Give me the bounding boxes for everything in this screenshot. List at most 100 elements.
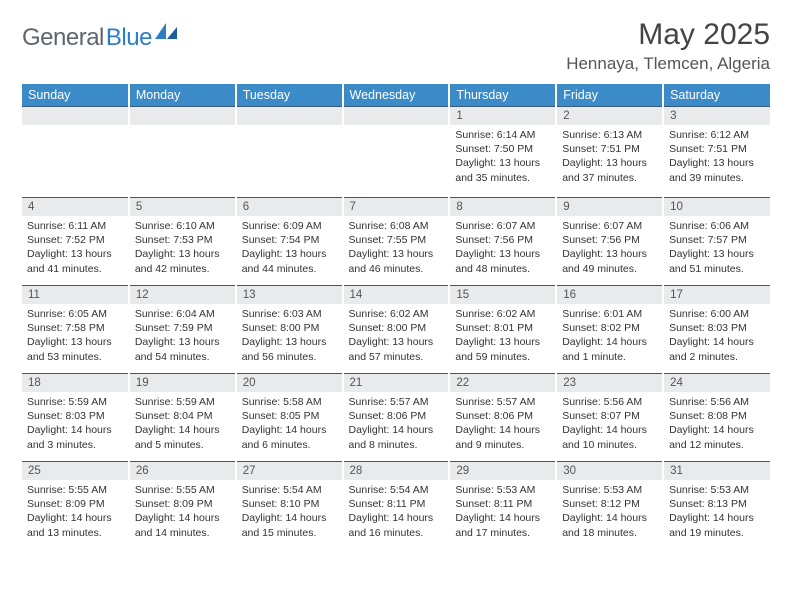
calendar-cell: 23Sunrise: 5:56 AMSunset: 8:07 PMDayligh… <box>556 370 663 458</box>
calendar-cell: 9Sunrise: 6:07 AMSunset: 7:56 PMDaylight… <box>556 194 663 282</box>
logo-sail-icon <box>155 23 177 39</box>
calendar-row: 11Sunrise: 6:05 AMSunset: 7:58 PMDayligh… <box>22 282 770 370</box>
day-details: Sunrise: 5:56 AMSunset: 8:07 PMDaylight:… <box>557 392 662 454</box>
calendar-cell: 31Sunrise: 5:53 AMSunset: 8:13 PMDayligh… <box>663 458 770 546</box>
day-details: Sunrise: 6:13 AMSunset: 7:51 PMDaylight:… <box>557 125 662 187</box>
calendar-cell: 3Sunrise: 6:12 AMSunset: 7:51 PMDaylight… <box>663 106 770 194</box>
weekday-header: Sunday <box>22 84 129 106</box>
day-details: Sunrise: 5:53 AMSunset: 8:12 PMDaylight:… <box>557 480 662 542</box>
calendar-cell: 14Sunrise: 6:02 AMSunset: 8:00 PMDayligh… <box>343 282 450 370</box>
calendar-cell: 5Sunrise: 6:10 AMSunset: 7:53 PMDaylight… <box>129 194 236 282</box>
calendar-cell-empty <box>22 106 129 194</box>
calendar-cell: 29Sunrise: 5:53 AMSunset: 8:11 PMDayligh… <box>449 458 556 546</box>
calendar-cell: 16Sunrise: 6:01 AMSunset: 8:02 PMDayligh… <box>556 282 663 370</box>
day-number: 4 <box>22 197 128 216</box>
day-number <box>22 106 128 125</box>
logo: GeneralBlue <box>22 18 177 52</box>
day-details: Sunrise: 6:14 AMSunset: 7:50 PMDaylight:… <box>450 125 555 187</box>
calendar-cell: 24Sunrise: 5:56 AMSunset: 8:08 PMDayligh… <box>663 370 770 458</box>
calendar-cell: 1Sunrise: 6:14 AMSunset: 7:50 PMDaylight… <box>449 106 556 194</box>
day-number: 16 <box>557 285 662 304</box>
day-number: 1 <box>450 106 555 125</box>
day-details: Sunrise: 5:53 AMSunset: 8:13 PMDaylight:… <box>664 480 770 542</box>
weekday-header: Monday <box>129 84 236 106</box>
day-number: 13 <box>237 285 342 304</box>
day-number: 6 <box>237 197 342 216</box>
calendar-cell: 11Sunrise: 6:05 AMSunset: 7:58 PMDayligh… <box>22 282 129 370</box>
day-number: 12 <box>130 285 235 304</box>
day-details: Sunrise: 6:12 AMSunset: 7:51 PMDaylight:… <box>664 125 770 187</box>
calendar-cell: 27Sunrise: 5:54 AMSunset: 8:10 PMDayligh… <box>236 458 343 546</box>
day-details: Sunrise: 6:10 AMSunset: 7:53 PMDaylight:… <box>130 216 235 278</box>
calendar-table: SundayMondayTuesdayWednesdayThursdayFrid… <box>22 84 770 549</box>
day-details: Sunrise: 5:54 AMSunset: 8:11 PMDaylight:… <box>344 480 449 542</box>
calendar-cell: 13Sunrise: 6:03 AMSunset: 8:00 PMDayligh… <box>236 282 343 370</box>
day-number: 15 <box>450 285 555 304</box>
day-details: Sunrise: 6:09 AMSunset: 7:54 PMDaylight:… <box>237 216 342 278</box>
calendar-row: 18Sunrise: 5:59 AMSunset: 8:03 PMDayligh… <box>22 370 770 458</box>
month-title: May 2025 <box>566 18 770 52</box>
calendar-body: 1Sunrise: 6:14 AMSunset: 7:50 PMDaylight… <box>22 106 770 546</box>
day-number: 7 <box>344 197 449 216</box>
calendar-cell: 17Sunrise: 6:00 AMSunset: 8:03 PMDayligh… <box>663 282 770 370</box>
weekday-row: SundayMondayTuesdayWednesdayThursdayFrid… <box>22 84 770 106</box>
calendar-cell: 2Sunrise: 6:13 AMSunset: 7:51 PMDaylight… <box>556 106 663 194</box>
day-details: Sunrise: 6:03 AMSunset: 8:00 PMDaylight:… <box>237 304 342 366</box>
calendar-cell-empty <box>129 106 236 194</box>
calendar-cell: 12Sunrise: 6:04 AMSunset: 7:59 PMDayligh… <box>129 282 236 370</box>
calendar-cell: 22Sunrise: 5:57 AMSunset: 8:06 PMDayligh… <box>449 370 556 458</box>
calendar-cell: 15Sunrise: 6:02 AMSunset: 8:01 PMDayligh… <box>449 282 556 370</box>
logo-text-blue: Blue <box>106 24 152 52</box>
day-number: 23 <box>557 373 662 392</box>
day-number: 10 <box>664 197 770 216</box>
calendar-head: SundayMondayTuesdayWednesdayThursdayFrid… <box>22 84 770 106</box>
logo-text-gray: General <box>22 24 104 52</box>
calendar-page: GeneralBlue May 2025 Hennaya, Tlemcen, A… <box>0 0 792 549</box>
calendar-cell: 4Sunrise: 6:11 AMSunset: 7:52 PMDaylight… <box>22 194 129 282</box>
calendar-cell: 18Sunrise: 5:59 AMSunset: 8:03 PMDayligh… <box>22 370 129 458</box>
day-number: 30 <box>557 461 662 480</box>
day-number: 24 <box>664 373 770 392</box>
calendar-cell: 6Sunrise: 6:09 AMSunset: 7:54 PMDaylight… <box>236 194 343 282</box>
day-number: 21 <box>344 373 449 392</box>
weekday-header: Thursday <box>449 84 556 106</box>
day-number: 11 <box>22 285 128 304</box>
calendar-cell-empty <box>236 106 343 194</box>
weekday-header: Wednesday <box>343 84 450 106</box>
day-number: 2 <box>557 106 662 125</box>
day-details: Sunrise: 5:54 AMSunset: 8:10 PMDaylight:… <box>237 480 342 542</box>
day-number: 5 <box>130 197 235 216</box>
day-details: Sunrise: 5:53 AMSunset: 8:11 PMDaylight:… <box>450 480 555 542</box>
day-number: 14 <box>344 285 449 304</box>
calendar-cell: 26Sunrise: 5:55 AMSunset: 8:09 PMDayligh… <box>129 458 236 546</box>
day-number: 25 <box>22 461 128 480</box>
day-details: Sunrise: 6:11 AMSunset: 7:52 PMDaylight:… <box>22 216 128 278</box>
day-details: Sunrise: 5:59 AMSunset: 8:03 PMDaylight:… <box>22 392 128 454</box>
day-number: 17 <box>664 285 770 304</box>
day-details: Sunrise: 5:56 AMSunset: 8:08 PMDaylight:… <box>664 392 770 454</box>
calendar-cell: 21Sunrise: 5:57 AMSunset: 8:06 PMDayligh… <box>343 370 450 458</box>
day-number: 22 <box>450 373 555 392</box>
day-details: Sunrise: 5:55 AMSunset: 8:09 PMDaylight:… <box>22 480 128 542</box>
day-details: Sunrise: 5:55 AMSunset: 8:09 PMDaylight:… <box>130 480 235 542</box>
day-details: Sunrise: 6:06 AMSunset: 7:57 PMDaylight:… <box>664 216 770 278</box>
day-number <box>130 106 235 125</box>
day-details: Sunrise: 6:02 AMSunset: 8:00 PMDaylight:… <box>344 304 449 366</box>
calendar-cell: 10Sunrise: 6:06 AMSunset: 7:57 PMDayligh… <box>663 194 770 282</box>
day-number: 31 <box>664 461 770 480</box>
day-details: Sunrise: 6:05 AMSunset: 7:58 PMDaylight:… <box>22 304 128 366</box>
day-number <box>237 106 342 125</box>
day-number: 3 <box>664 106 770 125</box>
day-details: Sunrise: 6:08 AMSunset: 7:55 PMDaylight:… <box>344 216 449 278</box>
calendar-cell-empty <box>343 106 450 194</box>
day-details: Sunrise: 6:01 AMSunset: 8:02 PMDaylight:… <box>557 304 662 366</box>
calendar-cell: 7Sunrise: 6:08 AMSunset: 7:55 PMDaylight… <box>343 194 450 282</box>
day-details: Sunrise: 6:02 AMSunset: 8:01 PMDaylight:… <box>450 304 555 366</box>
day-details: Sunrise: 5:57 AMSunset: 8:06 PMDaylight:… <box>344 392 449 454</box>
weekday-header: Tuesday <box>236 84 343 106</box>
day-number: 20 <box>237 373 342 392</box>
calendar-cell: 30Sunrise: 5:53 AMSunset: 8:12 PMDayligh… <box>556 458 663 546</box>
day-number: 19 <box>130 373 235 392</box>
weekday-header: Friday <box>556 84 663 106</box>
day-details: Sunrise: 5:57 AMSunset: 8:06 PMDaylight:… <box>450 392 555 454</box>
